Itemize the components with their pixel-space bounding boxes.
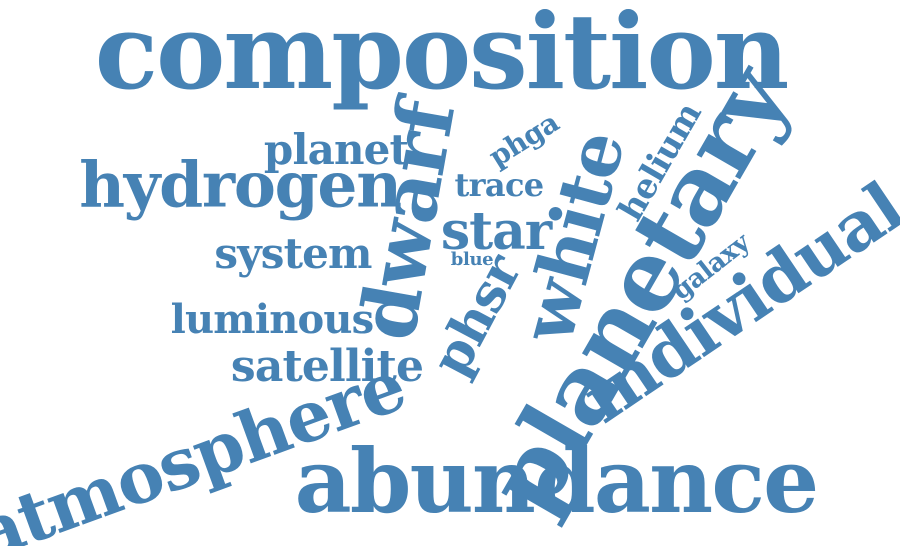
word-blue: blue: [450, 249, 494, 270]
word-planet: planet: [263, 125, 409, 174]
word-satellite: satellite: [230, 341, 424, 392]
word-hydrogen: hydrogen: [79, 147, 402, 222]
word-system: system: [214, 229, 372, 278]
word-trace: trace: [454, 166, 544, 204]
word-abundance: abundance: [294, 429, 820, 533]
word-star: star: [440, 201, 552, 262]
word-luminous: luminous: [170, 296, 375, 343]
word-composition: composition: [94, 0, 790, 113]
